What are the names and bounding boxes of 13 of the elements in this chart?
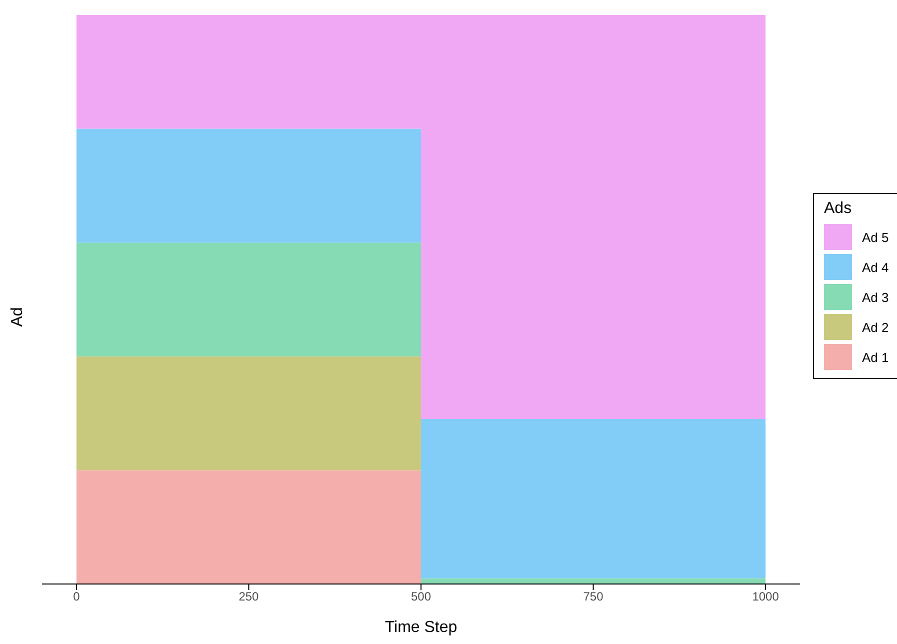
x-tick-label: 750 (583, 590, 604, 604)
legend-label: Ad 5 (861, 228, 889, 246)
legend-label: Ad 1 (861, 348, 889, 366)
legend-label: Ad 3 (861, 288, 889, 306)
x-tick-label: 1000 (752, 590, 780, 604)
x-tick-label: 0 (73, 590, 80, 604)
legend-label: Ad 4 (861, 258, 889, 276)
x-tick-label: 250 (238, 590, 260, 604)
legend-label: Ad 2 (861, 318, 889, 336)
legend-title: Ads (824, 200, 853, 218)
x-axis-title: Time Step (384, 619, 458, 636)
y-axis-title: Ad (8, 307, 27, 327)
x-tick-label: 500 (410, 590, 432, 604)
